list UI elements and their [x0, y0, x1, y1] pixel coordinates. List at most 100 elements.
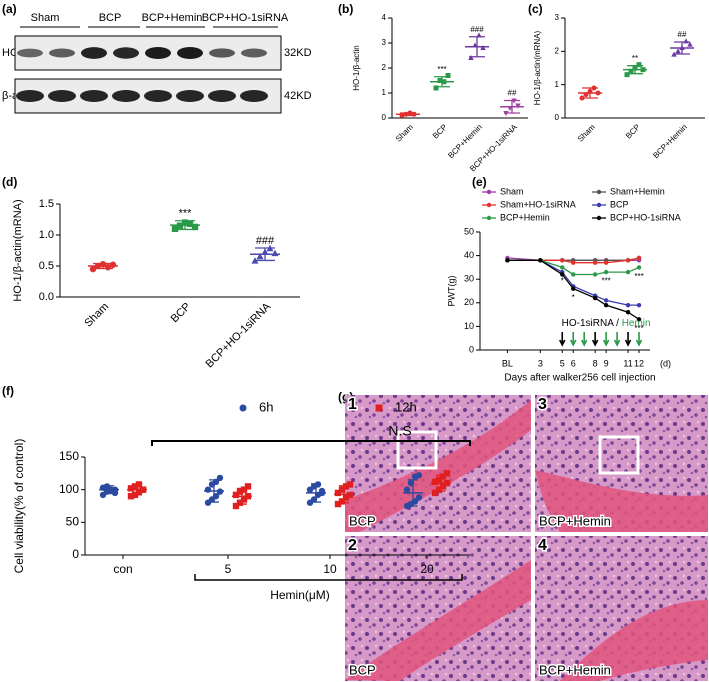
band	[17, 48, 43, 58]
data-point	[571, 272, 576, 277]
legend-label: 6h	[259, 399, 273, 414]
x-tick-label: BCP	[624, 123, 642, 141]
error-bar	[104, 485, 114, 495]
x-tick-label: BCP+Hemin	[446, 123, 484, 161]
lane-group: BCP+HO-1siRNA	[202, 12, 289, 24]
x-tick-label: 11	[623, 358, 632, 368]
bands	[16, 47, 268, 102]
data-point	[687, 41, 693, 47]
error-bar	[469, 36, 485, 58]
data-point	[334, 489, 342, 497]
y-axis-title: PWT(g)	[446, 276, 456, 307]
panel-caption: BCP+Hemin	[539, 662, 611, 677]
legend-marker	[486, 189, 492, 195]
x-axis-title: Hemin(μM)	[270, 588, 330, 602]
data-point	[624, 72, 630, 78]
band	[208, 90, 236, 102]
data-point	[186, 220, 194, 228]
panel-number: 1	[348, 396, 357, 413]
panel-label: (a)	[2, 2, 17, 16]
y-tick-label: 150	[59, 449, 79, 463]
legend-label: Sham	[500, 186, 524, 196]
data-point	[338, 486, 346, 493]
zoom-box	[396, 430, 438, 470]
band	[241, 48, 267, 58]
x-tick-label: Sham	[394, 122, 415, 143]
data-point	[131, 483, 139, 490]
arrow-label-part: Hemin	[622, 318, 651, 329]
significance: *	[561, 277, 564, 286]
data-point	[204, 486, 212, 493]
y-tick-label: 1	[382, 88, 387, 97]
data-point	[232, 491, 240, 499]
data-point	[603, 269, 609, 275]
data-point	[468, 55, 474, 60]
error-bar	[582, 87, 598, 99]
band	[144, 90, 172, 102]
y-tick-label: 0.5	[39, 260, 54, 272]
data-point	[240, 486, 248, 493]
data-point	[636, 317, 642, 322]
y-tick-label: 0.0	[39, 291, 54, 303]
data-point	[236, 499, 244, 506]
error-bar	[311, 483, 321, 503]
data-point	[675, 48, 681, 54]
injection-arrow	[580, 332, 588, 347]
bone	[535, 470, 708, 532]
panel-number: 2	[348, 537, 357, 554]
error-bar	[255, 247, 275, 262]
x-unit: (d)	[660, 358, 671, 368]
legend-marker	[239, 404, 247, 412]
band	[176, 90, 204, 102]
data-point	[603, 302, 609, 308]
x-tick-label: BCP	[431, 123, 449, 141]
blot-panel: (a) Sham BCP BCP+Hemin BCP+HO-1siRNA HO-…	[2, 2, 312, 114]
data-point	[435, 486, 443, 493]
data-point	[135, 488, 143, 495]
y-tick-label: 50	[66, 515, 80, 529]
error-bar	[400, 112, 416, 117]
band	[209, 48, 235, 58]
y-tick-label: 20	[464, 297, 474, 307]
data-point	[628, 68, 634, 74]
row-size: 42KD	[284, 90, 312, 102]
data-point	[636, 62, 642, 68]
bone	[560, 600, 708, 681]
data-point	[240, 496, 248, 503]
error-bar	[434, 76, 450, 88]
y-tick-label: 30	[464, 274, 474, 284]
x-tick-label: 6	[571, 358, 576, 368]
data-point	[538, 258, 543, 263]
significance: ***	[601, 277, 610, 286]
band	[112, 90, 140, 102]
data-point	[571, 286, 576, 291]
error-bar	[93, 262, 113, 270]
x-tick-label: con	[113, 562, 132, 576]
injection-arrow	[570, 332, 577, 347]
legend-marker	[596, 215, 602, 221]
data-point	[560, 265, 565, 270]
data-point	[437, 78, 443, 83]
panel-number: 3	[538, 396, 547, 413]
error-bar	[339, 485, 349, 504]
panel-label: (c)	[528, 2, 543, 16]
x-tick-label: Sham	[576, 122, 597, 143]
error-bar	[132, 483, 142, 496]
y-tick-label: 1	[555, 80, 560, 89]
legend-marker	[596, 189, 602, 195]
panel-label: (b)	[338, 2, 353, 16]
data-point	[443, 470, 451, 477]
data-point	[111, 489, 119, 497]
x-tick-label: 5	[225, 562, 232, 576]
data-point	[435, 476, 443, 484]
panel-number: 4	[538, 537, 547, 554]
legend-label: BCP+Hemin	[500, 212, 550, 222]
data-point	[439, 473, 447, 480]
x-tick-label: 9	[604, 358, 609, 368]
data-point	[445, 73, 451, 78]
x-tick-label: 5	[560, 358, 565, 368]
injection-arrow	[635, 332, 643, 347]
data-point	[636, 302, 642, 308]
error-bar	[237, 487, 247, 505]
